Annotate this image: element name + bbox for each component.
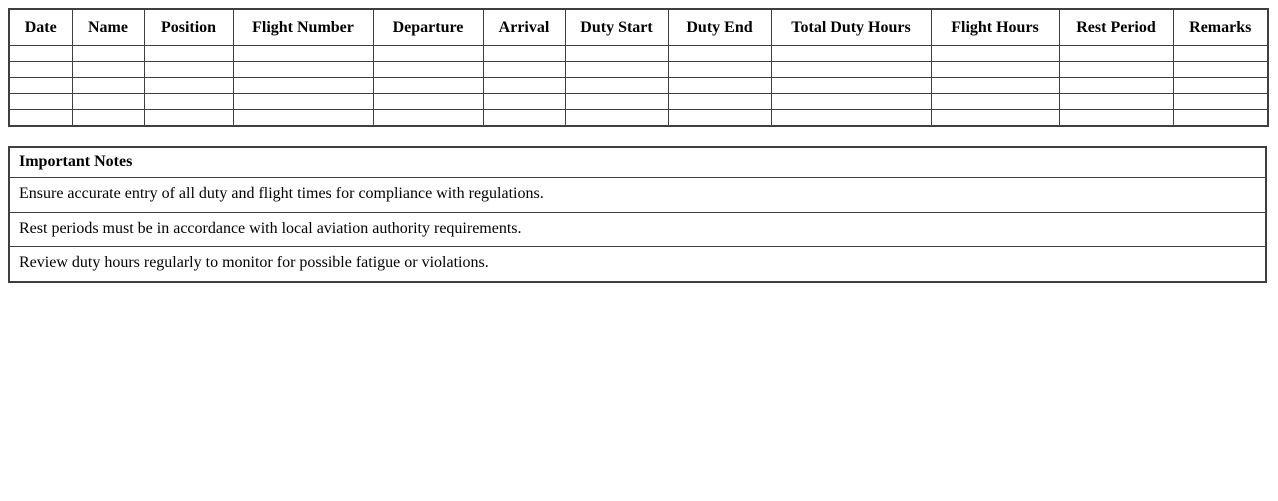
empty-cell	[482, 93, 566, 110]
empty-cell	[8, 77, 73, 94]
empty-cell	[232, 109, 374, 127]
column-header-departure: Departure	[372, 8, 484, 46]
empty-cell	[564, 109, 669, 127]
empty-cell	[930, 77, 1060, 94]
empty-cell	[930, 61, 1060, 78]
empty-cell	[232, 61, 374, 78]
empty-cell	[71, 109, 145, 127]
empty-cell	[71, 93, 145, 110]
empty-cell	[143, 77, 234, 94]
empty-cell	[482, 45, 566, 62]
column-header-duty-end: Duty End	[667, 8, 772, 46]
column-header-position: Position	[143, 8, 234, 46]
empty-cell	[930, 109, 1060, 127]
empty-cell	[667, 93, 772, 110]
empty-cell	[770, 61, 932, 78]
empty-cell	[1172, 109, 1269, 127]
empty-cell	[8, 45, 73, 62]
empty-row	[8, 45, 1269, 62]
empty-cell	[232, 93, 374, 110]
empty-cell	[1058, 77, 1174, 94]
empty-cell	[564, 77, 669, 94]
notes-title: Important Notes	[8, 146, 1267, 179]
note-row: Review duty hours regularly to monitor f…	[8, 246, 1267, 283]
empty-cell	[1172, 61, 1269, 78]
empty-cell	[372, 77, 484, 94]
note-row: Ensure accurate entry of all duty and fl…	[8, 177, 1267, 213]
empty-cell	[482, 77, 566, 94]
empty-row	[8, 109, 1269, 127]
empty-cell	[667, 61, 772, 78]
empty-cell	[930, 45, 1060, 62]
empty-cell	[71, 77, 145, 94]
empty-cell	[8, 61, 73, 78]
column-header-remarks: Remarks	[1172, 8, 1269, 46]
empty-cell	[1058, 93, 1174, 110]
empty-row	[8, 93, 1269, 110]
note-row: Rest periods must be in accordance with …	[8, 211, 1267, 248]
column-header-flight-number: Flight Number	[232, 8, 374, 46]
empty-cell	[1172, 45, 1269, 62]
empty-row	[8, 61, 1269, 78]
empty-cell	[372, 109, 484, 127]
empty-cell	[482, 109, 566, 127]
empty-cell	[930, 93, 1060, 110]
empty-cell	[1058, 109, 1174, 127]
empty-cell	[667, 45, 772, 62]
duty-log-table: Date Name Position Flight Number Departu…	[8, 8, 1269, 127]
empty-cell	[372, 61, 484, 78]
empty-cell	[143, 61, 234, 78]
important-notes-table: Important Notes Ensure accurate entry of…	[8, 146, 1267, 283]
empty-cell	[770, 93, 932, 110]
duty-table-header-row: Date Name Position Flight Number Departu…	[8, 8, 1269, 46]
empty-cell	[143, 45, 234, 62]
empty-cell	[372, 93, 484, 110]
empty-cell	[1058, 61, 1174, 78]
empty-cell	[8, 109, 73, 127]
duty-table-empty-rows	[8, 45, 1269, 127]
empty-cell	[1172, 93, 1269, 110]
empty-cell	[232, 45, 374, 62]
empty-cell	[564, 61, 669, 78]
empty-cell	[770, 109, 932, 127]
empty-cell	[770, 45, 932, 62]
column-header-duty-start: Duty Start	[564, 8, 669, 46]
empty-cell	[564, 45, 669, 62]
empty-cell	[667, 77, 772, 94]
empty-cell	[8, 93, 73, 110]
empty-cell	[770, 77, 932, 94]
empty-cell	[1058, 45, 1174, 62]
empty-cell	[372, 45, 484, 62]
column-header-total-duty-hours: Total Duty Hours	[770, 8, 932, 46]
column-header-date: Date	[8, 8, 73, 46]
empty-cell	[232, 77, 374, 94]
empty-cell	[71, 61, 145, 78]
column-header-rest-period: Rest Period	[1058, 8, 1174, 46]
empty-cell	[1172, 77, 1269, 94]
empty-row	[8, 77, 1269, 94]
column-header-arrival: Arrival	[482, 8, 566, 46]
empty-cell	[667, 109, 772, 127]
empty-cell	[564, 93, 669, 110]
empty-cell	[482, 61, 566, 78]
column-header-name: Name	[71, 8, 145, 46]
note-item-1: Ensure accurate entry of all duty and fl…	[8, 177, 1267, 213]
empty-cell	[143, 109, 234, 127]
empty-cell	[71, 45, 145, 62]
empty-cell	[143, 93, 234, 110]
note-item-3: Review duty hours regularly to monitor f…	[8, 246, 1267, 283]
note-item-2: Rest periods must be in accordance with …	[8, 211, 1267, 248]
column-header-flight-hours: Flight Hours	[930, 8, 1060, 46]
notes-title-row: Important Notes	[8, 146, 1267, 179]
